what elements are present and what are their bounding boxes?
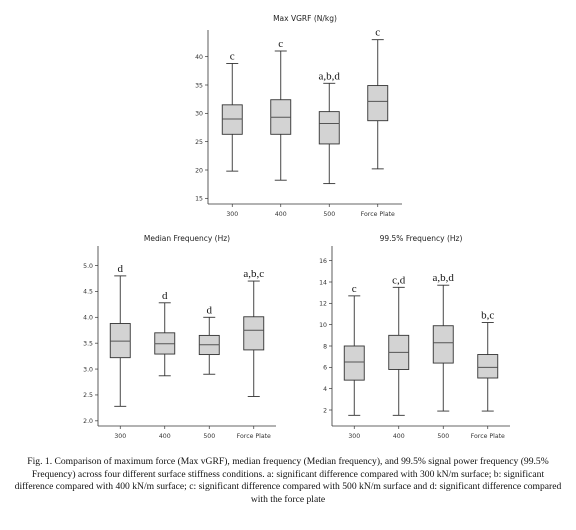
y-tick-label: 2.5 xyxy=(83,392,93,399)
chart-title: Max VGRF (N/kg) xyxy=(273,14,337,23)
x-tick-label: 400 xyxy=(275,211,287,218)
significance-label: c xyxy=(230,50,235,62)
chart-title: Median Frequency (Hz) xyxy=(144,234,230,243)
p995-frequency-chart: 99.5% Frequency (Hz) 2 4 6 8 10 12 14 16 300 c 400 c… xyxy=(319,234,510,440)
y-tick-label: 4.5 xyxy=(83,289,93,296)
y-tick-label: 2.0 xyxy=(83,418,93,425)
iqr-box xyxy=(432,325,454,364)
significance-label: a,b,d xyxy=(433,272,455,284)
significance-label: c xyxy=(375,27,380,39)
figure-caption: Fig. 1. Comparison of maximum force (Max… xyxy=(14,456,562,505)
iqr-box xyxy=(343,345,365,381)
significance-label: b,c xyxy=(481,310,494,322)
x-tick-label: 400 xyxy=(393,433,405,440)
significance-label: d xyxy=(118,263,124,275)
y-tick-label: 5.0 xyxy=(83,263,93,270)
x-tick-label: 300 xyxy=(348,433,360,440)
significance-label: d xyxy=(162,290,168,302)
significance-label: a,b,c xyxy=(243,268,264,280)
y-tick-label: 3.5 xyxy=(83,340,93,347)
y-tick-label: 35 xyxy=(195,82,203,89)
significance-label: c xyxy=(278,38,283,50)
y-tick-label: 20 xyxy=(195,167,203,174)
y-tick-label: 15 xyxy=(195,196,203,203)
significance-label: c,d xyxy=(392,274,406,286)
y-tick-label: 10 xyxy=(319,322,327,329)
x-tick-label: 500 xyxy=(323,211,335,218)
y-tick-label: 25 xyxy=(195,139,203,146)
y-tick-label: 14 xyxy=(319,279,327,286)
iqr-box xyxy=(367,85,389,122)
x-tick-label: 500 xyxy=(203,433,215,440)
y-tick-label: 8 xyxy=(323,343,327,350)
iqr-box xyxy=(243,316,265,351)
y-tick-label: 40 xyxy=(195,54,203,61)
significance-label: c xyxy=(352,283,357,295)
x-tick-label: 500 xyxy=(437,433,449,440)
y-tick-label: 4.0 xyxy=(83,315,93,322)
x-tick-label: Force Plate xyxy=(361,211,395,218)
y-tick-label: 2 xyxy=(323,407,327,414)
x-tick-label: 300 xyxy=(226,211,238,218)
iqr-box xyxy=(109,323,131,359)
max-vgrf-chart: Max VGRF (N/kg) 15 20 25 30 35 40 300 c 400 c 500 a,… xyxy=(195,14,402,218)
iqr-box xyxy=(221,104,243,135)
y-tick-label: 6 xyxy=(323,365,327,372)
x-tick-label: Force Plate xyxy=(237,433,271,440)
y-tick-label: 4 xyxy=(323,386,327,393)
chart-title: 99.5% Frequency (Hz) xyxy=(380,234,463,243)
y-tick-label: 30 xyxy=(195,111,203,118)
median-frequency-chart: Median Frequency (Hz) 2.0 2.5 3.0 3.5 4.0 4.5 5… xyxy=(83,234,276,440)
x-tick-label: Force Plate xyxy=(471,433,505,440)
iqr-box xyxy=(318,111,340,145)
y-tick-label: 3.0 xyxy=(83,366,93,373)
x-tick-label: 400 xyxy=(159,433,171,440)
y-tick-label: 12 xyxy=(319,301,327,308)
iqr-box xyxy=(477,354,499,379)
x-tick-label: 300 xyxy=(114,433,126,440)
significance-label: a,b,d xyxy=(319,70,341,82)
significance-label: d xyxy=(207,304,213,316)
y-tick-label: 16 xyxy=(319,258,327,265)
